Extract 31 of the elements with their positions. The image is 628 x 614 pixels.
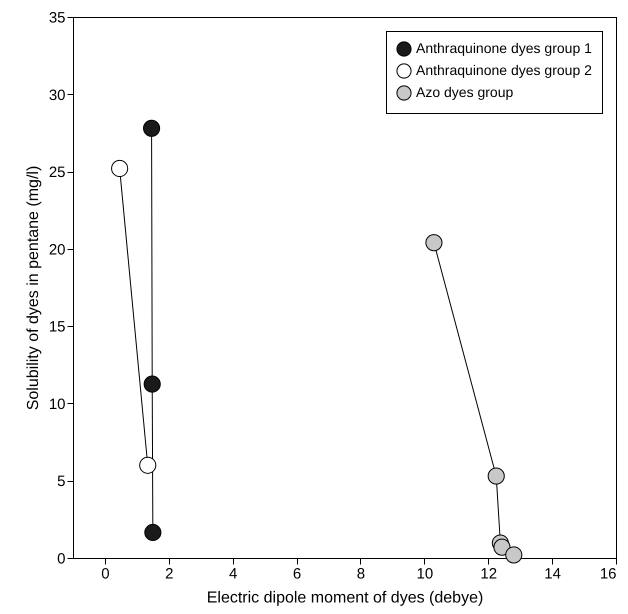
point <box>144 376 161 393</box>
x-axis-title: Electric dipole moment of dyes (debye) <box>206 590 484 606</box>
point <box>505 546 522 564</box>
x-tick-label: 16 <box>600 566 616 582</box>
point <box>143 120 160 137</box>
x-tick-label: 6 <box>292 566 302 582</box>
legend-label: Anthraquinone dyes group 1 <box>416 40 592 56</box>
x-tick-label: 14 <box>544 566 561 582</box>
y-axis-title: Solubility of dyes in pentane (mg/l) <box>24 166 42 410</box>
x-tick-label: 0 <box>101 566 110 582</box>
x-tick-label: 12 <box>480 566 498 582</box>
y-tick-label: 30 <box>48 86 66 104</box>
y-tick-label: 25 <box>48 164 66 182</box>
point <box>111 160 128 178</box>
x-tick-label: 8 <box>356 566 366 582</box>
y-tick-label: 10 <box>48 396 66 413</box>
point <box>493 538 511 556</box>
x-tick-label: 2 <box>165 566 174 582</box>
point <box>425 234 442 252</box>
y-tick-label: 20 <box>48 241 66 258</box>
x-tick-label: 4 <box>229 566 238 582</box>
y-tick-label: 35 <box>48 10 66 26</box>
y-tick-label: 15 <box>48 318 66 336</box>
x-tick-label: 10 <box>416 566 434 582</box>
point <box>144 524 162 542</box>
y-tick-label: 5 <box>57 473 66 490</box>
legend-label: Anthraquinone dyes group 2 <box>416 62 592 78</box>
point <box>488 468 505 485</box>
y-tick-label: 0 <box>57 550 66 568</box>
point <box>139 456 156 474</box>
legend-label: Azo dyes group <box>416 84 514 100</box>
